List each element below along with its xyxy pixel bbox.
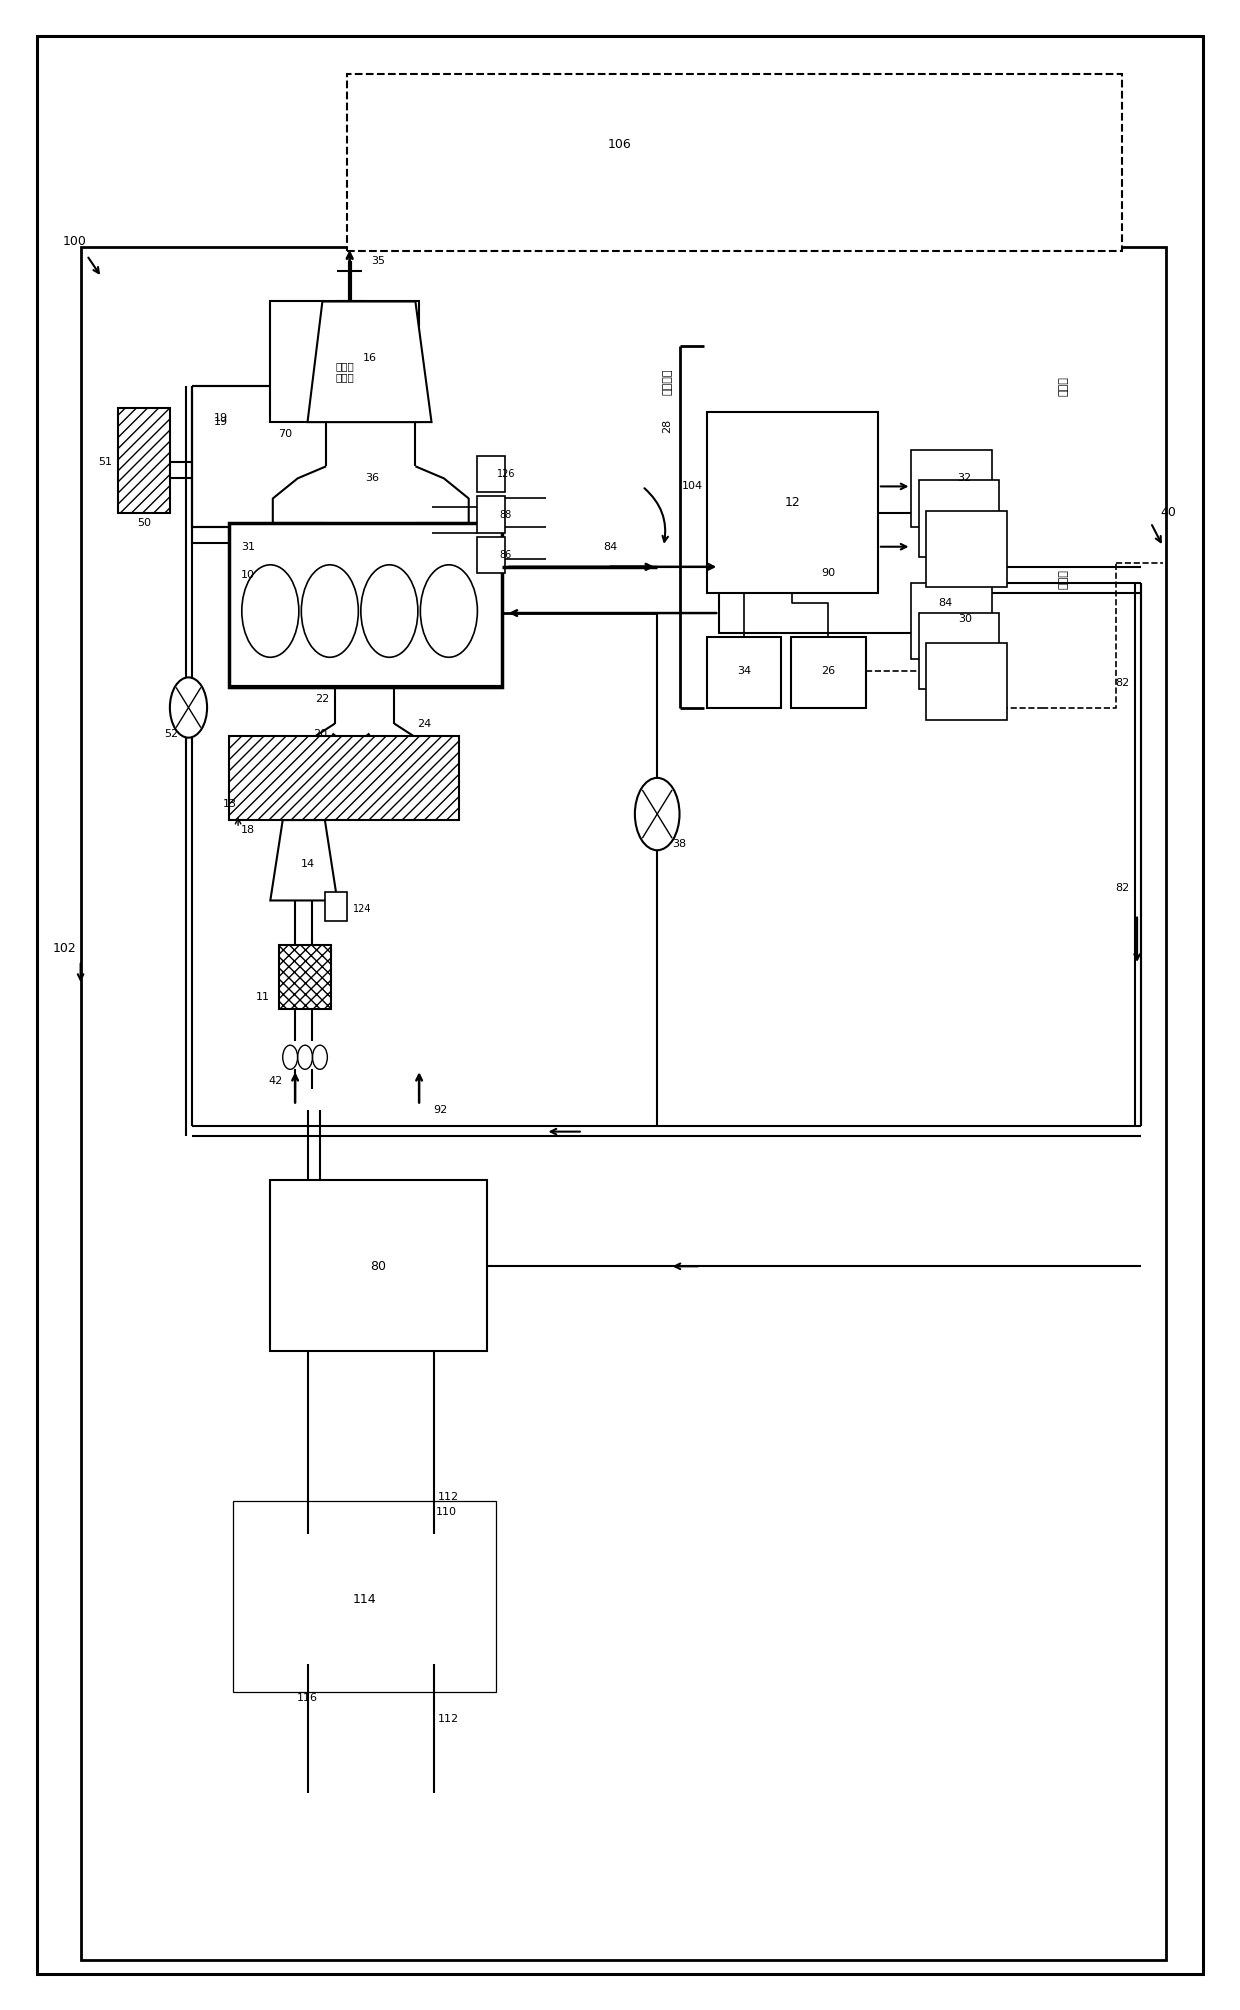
Polygon shape bbox=[308, 302, 432, 422]
Bar bbox=[926, 643, 1007, 720]
Text: 116: 116 bbox=[298, 1694, 317, 1702]
Text: 70: 70 bbox=[278, 430, 293, 438]
Text: 30: 30 bbox=[957, 615, 972, 623]
Text: 84: 84 bbox=[937, 599, 952, 607]
Bar bbox=[270, 302, 419, 422]
Text: 控制系统: 控制系统 bbox=[662, 368, 672, 396]
Text: 90: 90 bbox=[821, 569, 836, 577]
Bar bbox=[719, 513, 936, 633]
Text: 10: 10 bbox=[241, 571, 255, 579]
Bar bbox=[279, 945, 331, 1009]
Circle shape bbox=[170, 677, 207, 738]
Text: 13: 13 bbox=[222, 800, 237, 808]
Bar bbox=[270, 1180, 487, 1351]
Text: 14: 14 bbox=[300, 860, 315, 868]
Text: 100: 100 bbox=[62, 235, 87, 247]
Text: 19: 19 bbox=[213, 418, 228, 426]
Text: 35: 35 bbox=[371, 257, 386, 265]
Bar bbox=[325, 892, 347, 921]
Text: 34: 34 bbox=[737, 667, 751, 675]
Text: 22: 22 bbox=[315, 695, 330, 703]
Bar bbox=[81, 247, 1166, 1960]
Bar bbox=[911, 583, 992, 659]
Text: 24: 24 bbox=[417, 720, 432, 728]
Text: 50: 50 bbox=[136, 519, 151, 527]
Text: 102: 102 bbox=[52, 943, 77, 955]
Bar bbox=[248, 1534, 481, 1664]
Text: 110: 110 bbox=[436, 1508, 456, 1516]
Text: 126: 126 bbox=[497, 470, 515, 478]
Bar bbox=[233, 1501, 496, 1692]
Bar bbox=[911, 450, 992, 527]
Circle shape bbox=[635, 778, 680, 850]
Text: 112: 112 bbox=[438, 1493, 460, 1501]
Text: 106: 106 bbox=[608, 139, 632, 151]
Bar bbox=[229, 736, 459, 820]
Text: 51: 51 bbox=[98, 458, 113, 466]
Text: 12: 12 bbox=[785, 496, 800, 509]
Text: 20: 20 bbox=[312, 730, 327, 738]
Text: 18: 18 bbox=[241, 826, 255, 834]
Bar bbox=[229, 523, 502, 687]
Text: 16: 16 bbox=[362, 354, 377, 362]
Bar bbox=[919, 613, 999, 689]
Bar bbox=[791, 637, 866, 708]
Bar bbox=[707, 637, 781, 708]
Text: 104: 104 bbox=[681, 482, 703, 490]
Text: 排放控
制装置: 排放控 制装置 bbox=[335, 362, 355, 382]
Text: 26: 26 bbox=[821, 667, 836, 675]
Bar bbox=[118, 408, 170, 513]
Text: 124: 124 bbox=[353, 904, 371, 913]
Bar bbox=[707, 412, 878, 593]
Text: 32: 32 bbox=[957, 474, 972, 482]
Bar bbox=[919, 480, 999, 557]
Text: 86: 86 bbox=[500, 551, 512, 559]
Text: 112: 112 bbox=[438, 1715, 460, 1723]
Text: 82: 82 bbox=[1115, 679, 1130, 687]
Text: 40: 40 bbox=[1161, 507, 1176, 519]
Text: 92: 92 bbox=[433, 1106, 448, 1114]
Bar bbox=[926, 511, 1007, 587]
Bar bbox=[477, 456, 505, 492]
Text: 114: 114 bbox=[352, 1594, 377, 1606]
Text: 42: 42 bbox=[268, 1077, 283, 1085]
Text: 36: 36 bbox=[365, 474, 379, 482]
Text: 致动器: 致动器 bbox=[1059, 376, 1069, 396]
Text: 82: 82 bbox=[1115, 884, 1130, 892]
Text: 88: 88 bbox=[500, 511, 512, 519]
Bar bbox=[477, 496, 505, 533]
Text: 52: 52 bbox=[164, 730, 179, 738]
Bar bbox=[347, 74, 1122, 251]
Text: 31: 31 bbox=[241, 543, 255, 551]
Text: 19: 19 bbox=[213, 414, 228, 422]
Text: 80: 80 bbox=[371, 1260, 386, 1272]
Text: 38: 38 bbox=[672, 840, 687, 848]
Polygon shape bbox=[270, 820, 337, 900]
Text: 84: 84 bbox=[603, 543, 618, 551]
Text: 传感器: 传感器 bbox=[1059, 569, 1069, 589]
Text: 11: 11 bbox=[255, 993, 270, 1001]
Bar bbox=[477, 537, 505, 573]
Text: 28: 28 bbox=[662, 418, 672, 434]
